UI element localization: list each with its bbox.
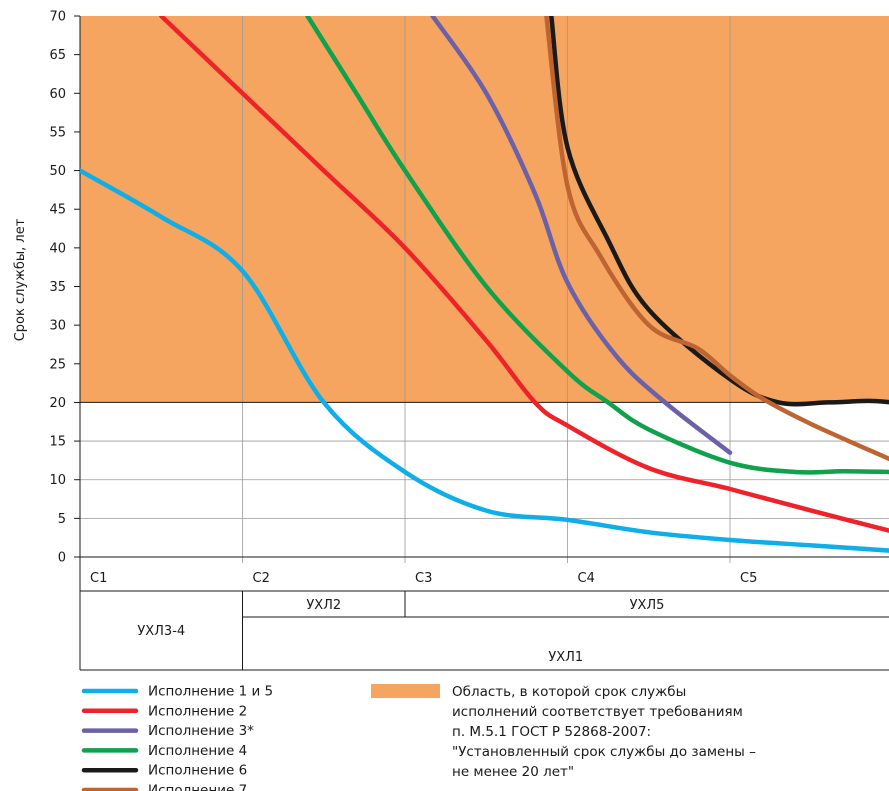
y-tick-label: 20 <box>49 396 66 411</box>
x-tick-label: С4 <box>578 571 595 586</box>
legend-label-1: Исполнение 1 и 5 <box>148 684 273 700</box>
climate-zone-label: УХЛ2 <box>306 598 341 613</box>
y-tick-label: 10 <box>49 473 66 488</box>
y-tick-label: 0 <box>58 551 66 566</box>
legend-label-5: Исполнение 6 <box>148 763 247 779</box>
x-tick-label: С5 <box>740 571 757 586</box>
series-line-1 <box>80 168 889 553</box>
y-tick-label: 70 <box>49 10 66 25</box>
x-tick-label: С2 <box>253 571 270 586</box>
x-tick-label: С3 <box>415 571 432 586</box>
y-tick-label: 5 <box>58 512 66 527</box>
series-line-3 <box>430 16 733 455</box>
x-tick-label: С1 <box>90 571 107 586</box>
y-axis-label: Срок службы, лет <box>13 218 28 341</box>
climate-zone-label: УХЛ5 <box>630 598 665 613</box>
climate-zone-label: УХЛ3-4 <box>137 624 185 639</box>
legend-label-3: Исполнение 3* <box>148 723 254 739</box>
legend-region-text: исполнений соответствует требованиям <box>452 704 743 720</box>
climate-zone-label: УХЛ1 <box>548 650 583 665</box>
legend-region-text: не менее 20 лет" <box>452 764 574 780</box>
series-line-2 <box>159 16 889 533</box>
series-line-6 <box>544 16 889 462</box>
y-tick-label: 40 <box>49 241 66 256</box>
y-tick-label: 60 <box>49 87 66 102</box>
series-line-4 <box>305 16 889 475</box>
series-line-5 <box>549 16 889 407</box>
y-tick-label: 55 <box>49 125 66 140</box>
legend-label-2: Исполнение 2 <box>148 703 247 719</box>
legend-region-text: "Установленный срок службы до замены – <box>452 744 756 760</box>
compliance-region <box>80 16 889 403</box>
legend-region-text: Область, в которой срок службы <box>452 684 686 700</box>
legend-region-swatch <box>371 684 440 698</box>
y-tick-label: 45 <box>49 203 66 218</box>
y-tick-label: 25 <box>49 357 66 372</box>
y-tick-label: 65 <box>49 48 66 63</box>
legend-label-6: Исполнение 7 <box>148 783 247 791</box>
y-tick-label: 15 <box>49 435 66 450</box>
y-tick-label: 50 <box>49 164 66 179</box>
y-tick-label: 30 <box>49 319 66 334</box>
legend-label-4: Исполнение 4 <box>148 743 247 759</box>
y-tick-label: 35 <box>49 280 66 295</box>
legend-region-text: п. М.5.1 ГОСТ Р 52868-2007: <box>452 724 651 740</box>
